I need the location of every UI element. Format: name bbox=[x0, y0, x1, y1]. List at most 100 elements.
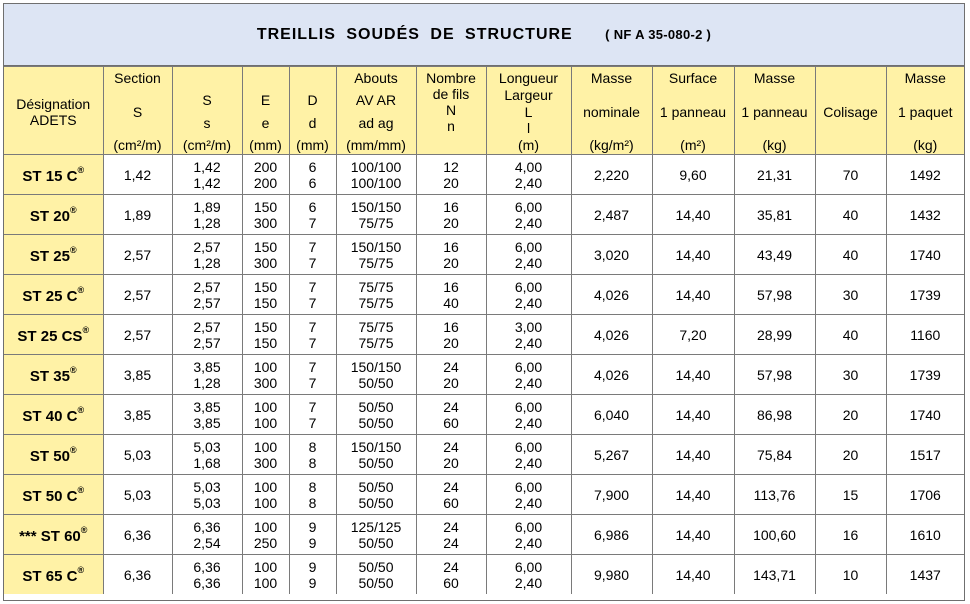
cell-abouts: 150/150 75/75 bbox=[335, 194, 417, 235]
cell-value: 24 bbox=[443, 518, 459, 535]
cell-value: 75/75 bbox=[358, 318, 394, 335]
registered-mark: ® bbox=[69, 365, 77, 375]
cell-e: 150 300 bbox=[241, 194, 290, 235]
registered-mark: ® bbox=[69, 245, 77, 255]
cell-value: 150 bbox=[253, 334, 278, 351]
cell-fils: 24 24 bbox=[415, 514, 487, 555]
cell-s: 6,36 6,36 bbox=[171, 554, 243, 594]
column-header-line: Colisage bbox=[823, 103, 878, 120]
cell-section: 1,42 bbox=[102, 154, 173, 195]
cell-designation: ST 20® bbox=[4, 194, 104, 235]
cell-surface: 14,40 bbox=[651, 394, 735, 435]
cell-abouts: 75/75 75/75 bbox=[335, 314, 417, 355]
column-header-line: d bbox=[308, 114, 317, 131]
cell-value: 9 bbox=[308, 534, 317, 551]
cell-surface: 14,40 bbox=[651, 434, 735, 475]
cell-surface: 14,40 bbox=[651, 274, 735, 315]
cell-value: 50/50 bbox=[358, 414, 394, 431]
cell-value: 60 bbox=[443, 574, 459, 591]
column-header-line: Nombre bbox=[426, 70, 476, 86]
cell-e: 100 250 bbox=[241, 514, 290, 555]
cell-s: 2,57 2,57 bbox=[171, 274, 243, 315]
cell-value: 2,40 bbox=[514, 214, 543, 231]
cell-colisage: 40 bbox=[814, 194, 887, 235]
cell-value: 75/75 bbox=[358, 334, 394, 351]
cell-value: 100/100 bbox=[350, 174, 402, 191]
cell-value: 100/100 bbox=[350, 158, 402, 175]
cell-longueur: 6,00 2,40 bbox=[485, 554, 572, 594]
cell-value: 100 bbox=[253, 414, 278, 431]
cell-masse-nominale: 6,040 bbox=[570, 394, 653, 435]
cell-value: 50/50 bbox=[358, 374, 394, 391]
cell-longueur: 6,00 2,40 bbox=[485, 234, 572, 275]
cell-value: 24 bbox=[443, 398, 459, 415]
registered-mark: ® bbox=[77, 165, 85, 175]
cell-masse-nominale: 5,267 bbox=[570, 434, 653, 475]
cell-value: 100 bbox=[253, 358, 278, 375]
cell-abouts: 150/150 75/75 bbox=[335, 234, 417, 275]
column-header-line: N bbox=[445, 102, 457, 118]
cell-fils: 24 60 bbox=[415, 554, 487, 594]
cell-e: 150 150 bbox=[241, 314, 290, 355]
cell-value: 7 bbox=[308, 398, 317, 415]
cell-e: 100 100 bbox=[241, 394, 290, 435]
cell-value: 7 bbox=[308, 414, 317, 431]
cell-designation: ST 25® bbox=[4, 234, 104, 275]
cell-fils: 16 20 bbox=[415, 194, 487, 235]
cell-value: 100 bbox=[253, 398, 278, 415]
designation-text: ST 25 bbox=[29, 248, 70, 265]
designation-text: ST 25 C bbox=[22, 288, 78, 305]
column-header-line: 1 panneau bbox=[659, 103, 727, 120]
cell-fils: 16 40 bbox=[415, 274, 487, 315]
cell-value: 3,85 bbox=[193, 358, 221, 375]
designation-text: ST 20 bbox=[29, 208, 70, 225]
cell-value: 6,00 bbox=[514, 398, 543, 415]
cell-value: 2,54 bbox=[193, 534, 221, 551]
cell-colisage: 16 bbox=[814, 514, 887, 555]
cell-longueur: 6,00 2,40 bbox=[485, 394, 572, 435]
cell-masse-paquet: 1437 bbox=[885, 554, 964, 594]
column-header-line: 1 paquet bbox=[898, 103, 953, 120]
cell-masse-nominale: 2,487 bbox=[570, 194, 653, 235]
page-title: TREILLIS SOUDÉS DE STRUCTURE ( NF A 35-0… bbox=[4, 26, 964, 44]
column-header-line: (kg/m²) bbox=[589, 137, 634, 153]
cell-e: 100 300 bbox=[241, 354, 290, 395]
cell-e: 100 100 bbox=[241, 474, 290, 515]
cell-section: 6,36 bbox=[102, 554, 173, 594]
cell-masse-panneau: 43,49 bbox=[733, 234, 816, 275]
cell-value: 7 bbox=[308, 374, 317, 391]
designation-text: ST 25 CS bbox=[17, 328, 83, 345]
column-header-line: ad ag bbox=[358, 114, 394, 131]
column-header-line: Longueur bbox=[498, 70, 559, 86]
cell-value: 50/50 bbox=[358, 534, 394, 551]
cell-surface: 14,40 bbox=[651, 514, 735, 555]
designation-text: ST 50 C bbox=[22, 488, 78, 505]
cell-s: 5,03 5,03 bbox=[171, 474, 243, 515]
column-header-line: Masse bbox=[753, 70, 796, 86]
cell-colisage: 40 bbox=[814, 234, 887, 275]
cell-value: 7 bbox=[308, 358, 317, 375]
designation-text: ST 65 C bbox=[22, 568, 78, 585]
column-header-line: n bbox=[447, 118, 455, 134]
cell-value: 2,57 bbox=[193, 238, 221, 255]
cell-designation: *** ST 60® bbox=[4, 514, 104, 555]
cell-colisage: 10 bbox=[814, 554, 887, 594]
cell-value: 2,57 bbox=[193, 294, 221, 311]
cell-masse-paquet: 1740 bbox=[885, 234, 964, 275]
table-row: *** ST 60® 6,36 6,36 2,54 100 250 9 9 125/125 50/… bbox=[4, 514, 964, 555]
column-header-line: S bbox=[132, 103, 143, 120]
cell-section: 6,36 bbox=[102, 514, 173, 555]
cell-value: 2,40 bbox=[514, 374, 543, 391]
registered-mark: ® bbox=[69, 205, 77, 215]
cell-designation: ST 25 C® bbox=[4, 274, 104, 315]
cell-value: 24 bbox=[443, 438, 459, 455]
cell-value: 200 bbox=[253, 174, 278, 191]
cell-e: 150 300 bbox=[241, 234, 290, 275]
cell-value: 2,40 bbox=[514, 534, 543, 551]
cell-value: 100 bbox=[253, 438, 278, 455]
cell-value: 150/150 bbox=[350, 198, 402, 215]
